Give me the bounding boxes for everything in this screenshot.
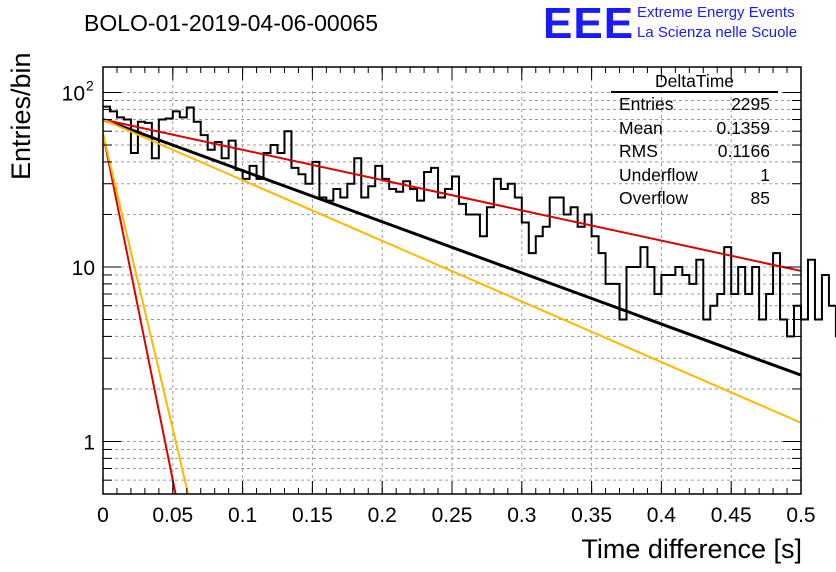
x-tick-label: 0.2 xyxy=(368,504,397,527)
x-axis-label: Time difference [s] xyxy=(581,534,802,564)
stats-row-mean: Mean 0.1359 xyxy=(611,117,778,141)
stats-title: DeltaTime xyxy=(611,71,778,93)
stats-label: Mean xyxy=(619,117,663,138)
x-tick-label: 0.05 xyxy=(152,504,193,527)
x-tick-label: 0 xyxy=(97,504,109,527)
stats-label: Underflow xyxy=(619,164,698,185)
histogram-steps xyxy=(103,105,836,338)
fit-line-3 xyxy=(103,133,177,494)
stats-label: Entries xyxy=(619,94,674,114)
x-tick-label: 0.35 xyxy=(571,504,612,527)
x-tick-label: 0.4 xyxy=(647,504,677,527)
stats-box: DeltaTime Entries 2295 Mean 0.1359 RMS 0… xyxy=(611,71,778,211)
stats-label: RMS xyxy=(619,141,658,161)
stats-value: 1 xyxy=(760,164,770,185)
chart-title: BOLO-01-2019-04-06-00065 xyxy=(84,10,379,36)
stats-row-overflow: Overflow 85 xyxy=(611,187,778,211)
fit-line-1 xyxy=(103,118,801,272)
fit-line-2 xyxy=(103,118,801,424)
stats-row-entries: Entries 2295 xyxy=(611,93,778,117)
y-axis-label: Entries/bin xyxy=(6,52,36,180)
y-tick-label: 1 xyxy=(83,431,95,454)
eee-logo-text: EEE xyxy=(543,0,635,48)
y-tick-label: 10 xyxy=(72,257,95,280)
stats-value: 0.1166 xyxy=(717,141,770,161)
stats-value: 85 xyxy=(750,188,770,208)
x-tick-label: 0.5 xyxy=(786,504,815,527)
y-tick-label: 10 xyxy=(62,82,85,105)
stats-label: Overflow xyxy=(619,188,689,208)
stats-value: 0.1359 xyxy=(716,117,770,138)
x-tick-label: 0.3 xyxy=(507,504,536,527)
x-tick-label: 0.25 xyxy=(432,504,473,527)
fit-line-4 xyxy=(103,133,190,494)
eee-logo-line2: La Scienza nelle Scuole xyxy=(637,24,798,41)
fit-line-0 xyxy=(103,118,801,377)
x-tick-label: 0.45 xyxy=(711,504,752,527)
y-tick-exponent: 2 xyxy=(86,77,94,93)
x-tick-label: 0.1 xyxy=(228,504,257,527)
x-tick-label: 0.15 xyxy=(292,504,333,527)
stats-row-rms: RMS 0.1166 xyxy=(611,140,778,164)
eee-logo-line1: Extreme Energy Events xyxy=(637,4,795,21)
stats-row-underflow: Underflow 1 xyxy=(611,164,778,188)
stats-value: 2295 xyxy=(731,94,770,114)
